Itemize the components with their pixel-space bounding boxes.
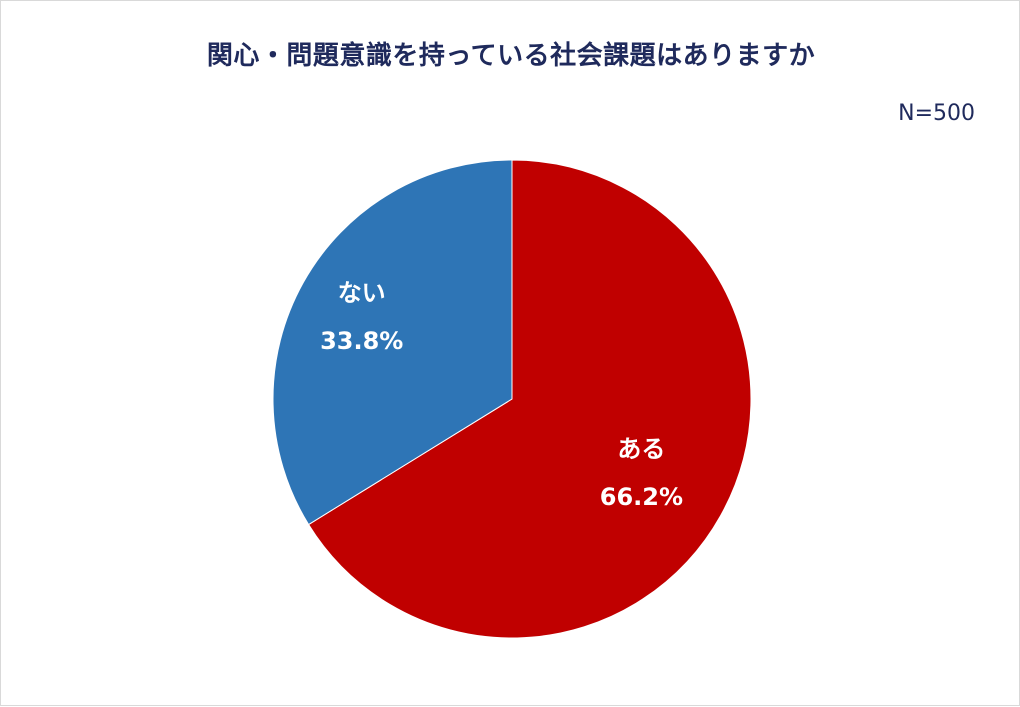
sample-size-label: N=500: [898, 101, 975, 126]
slice-name-label: ある: [617, 435, 665, 463]
slice-value-label: 66.2%: [600, 483, 683, 511]
chart-title: 関心・問題意識を持っている社会課題はありますか: [206, 41, 816, 71]
slice-value-label: 33.8%: [320, 327, 403, 355]
pie-slice-aru: [307, 159, 752, 639]
pie-slice-nai: [272, 159, 513, 526]
slice-name-label: ない: [338, 279, 386, 307]
